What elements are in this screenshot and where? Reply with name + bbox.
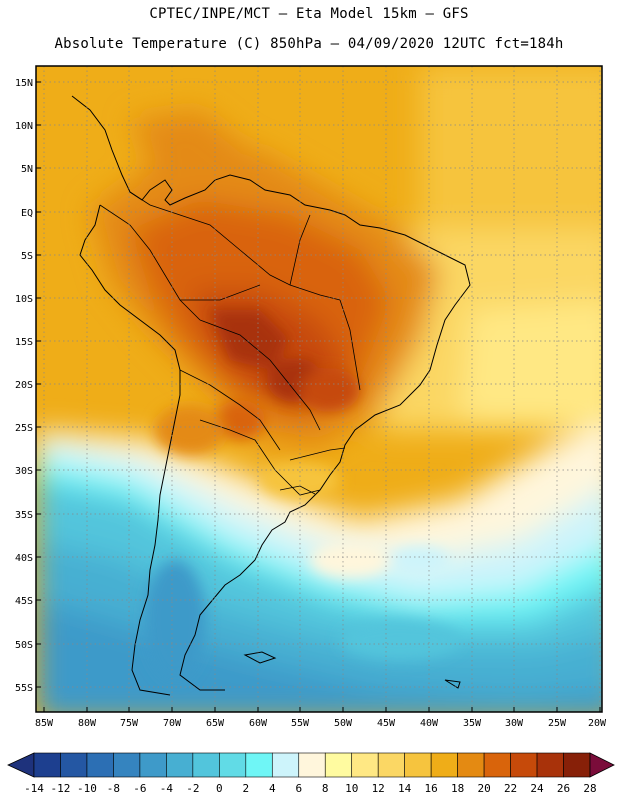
- colorbar-box: [192, 752, 220, 778]
- colorbar-label: 6: [295, 782, 302, 795]
- colorbar-box: [271, 752, 300, 778]
- lon-label-45w: 45W: [377, 718, 396, 729]
- colorbar-box: [351, 752, 379, 778]
- colorbar-label: 12: [372, 782, 385, 795]
- colorbar-box: [60, 752, 88, 778]
- coastline: [71, 95, 471, 696]
- lon-label-80w: 80W: [78, 718, 97, 729]
- colorbar-label: -2: [186, 782, 199, 795]
- chart-title-line1: CPTEC/INPE/MCT – Eta Model 15km – GFS: [149, 6, 469, 22]
- colorbar-box: [139, 752, 167, 778]
- lat-label-40s: 40S: [15, 553, 33, 564]
- lon-label-55w: 55W: [291, 718, 310, 729]
- colorbar-box: [510, 752, 538, 778]
- axis-ticks: [36, 81, 601, 712]
- lon-label-85w: 85W: [35, 718, 54, 729]
- colorbar-label: 10: [345, 782, 358, 795]
- lon-label-70w: 70W: [163, 718, 182, 729]
- colorbar-box: [324, 752, 353, 778]
- lat-label-35s: 35S: [15, 510, 33, 521]
- map-frame: [35, 65, 603, 713]
- colorbar-box: [536, 752, 564, 778]
- colorbar-label: 8: [322, 782, 329, 795]
- lon-label-65w: 65W: [206, 718, 225, 729]
- colorbar-label: -8: [107, 782, 120, 795]
- colorbar-label: 26: [557, 782, 570, 795]
- colorbar-labels: -14 -12 -10 -8 -6 -4 -2 0 2 4 6 8 10 12 14 16 18 20 22 24 26…: [24, 782, 597, 795]
- colorbar-box: [113, 752, 141, 778]
- colorbar-label: -4: [160, 782, 174, 795]
- colorbar-box: [245, 752, 273, 778]
- colorbar-box: [298, 752, 326, 778]
- lat-label-20s: 20S: [15, 380, 33, 391]
- colorbar-label: 24: [530, 782, 544, 795]
- colorbar-label: -12: [51, 782, 71, 795]
- lon-label-50w: 50W: [334, 718, 353, 729]
- lon-label-25w: 25W: [548, 718, 567, 729]
- country-borders: [99, 191, 361, 496]
- colorbar-label: 0: [216, 782, 223, 795]
- lon-label-40w: 40W: [420, 718, 439, 729]
- lat-label-5s: 5S: [21, 251, 33, 262]
- colorbar-box: [457, 752, 485, 778]
- colorbar-label: 4: [269, 782, 276, 795]
- colorbar-over-arrow: [589, 752, 615, 778]
- lat-label-25s: 25S: [15, 423, 33, 434]
- colorbar-box: [219, 752, 247, 778]
- colorbar-box: [377, 752, 405, 778]
- lon-label-20w: 20W: [588, 718, 607, 729]
- colorbar-label: 28: [583, 782, 596, 795]
- colorbar-label: 20: [477, 782, 490, 795]
- lon-label-30w: 30W: [505, 718, 524, 729]
- lat-label-50s: 50S: [15, 640, 33, 651]
- colorbar-label: -10: [77, 782, 97, 795]
- lat-label-5n: 5N: [21, 164, 33, 175]
- lon-label-60w: 60W: [249, 718, 268, 729]
- colorbar-under-arrow: [7, 752, 35, 778]
- lat-label-15n: 15N: [15, 78, 33, 89]
- lat-label-55s: 55S: [15, 683, 33, 694]
- lat-label-15s: 15S: [15, 337, 33, 348]
- lat-label-eq: EQ: [21, 208, 33, 219]
- colorbar-label: 14: [398, 782, 412, 795]
- colorbar-label: -14: [24, 782, 44, 795]
- lon-label-75w: 75W: [120, 718, 139, 729]
- colorbar-label: 18: [451, 782, 464, 795]
- colorbar-label: -6: [133, 782, 146, 795]
- colorbar-label: 22: [504, 782, 517, 795]
- colorbar-box: [563, 752, 591, 778]
- colorbar-boxes: [7, 752, 615, 778]
- lat-label-30s: 30S: [15, 466, 33, 477]
- lat-label-45s: 45S: [15, 596, 33, 607]
- lon-label-35w: 35W: [463, 718, 482, 729]
- lat-label-10n: 10N: [15, 121, 33, 132]
- colorbar-box: [483, 752, 511, 778]
- colorbar-box: [33, 752, 61, 778]
- colorbar-box: [166, 752, 194, 778]
- chart-title-line2: Absolute Temperature (C) 850hPa – 04/09/…: [54, 36, 564, 52]
- colorbar-label: 2: [242, 782, 249, 795]
- lat-label-10s: 10S: [15, 294, 33, 305]
- colorbar-box: [430, 752, 458, 778]
- colorbar-box: [86, 752, 114, 778]
- colorbar-box: [404, 752, 432, 778]
- colorbar-label: 16: [425, 782, 438, 795]
